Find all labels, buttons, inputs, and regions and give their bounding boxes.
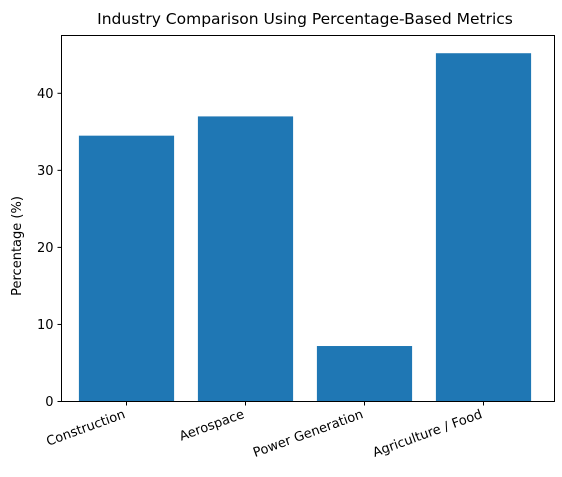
y-axis-label: Percentage (%) bbox=[10, 196, 25, 296]
x-tick-label: Construction bbox=[44, 407, 127, 449]
y-tick-label: 10 bbox=[37, 318, 54, 333]
y-tick-label: 40 bbox=[37, 87, 54, 102]
x-tick-label: Power Generation bbox=[251, 407, 365, 461]
bar bbox=[316, 346, 413, 402]
y-tick-label: 20 bbox=[37, 241, 54, 256]
bar bbox=[78, 135, 175, 402]
plot-area: 0 10 20 30 40 Construction Aerospace Power Gene… bbox=[37, 53, 532, 461]
x-tick-label: Agriculture / Food bbox=[371, 407, 484, 461]
y-tick-label: 0 bbox=[45, 395, 53, 410]
plot-frame bbox=[61, 35, 555, 402]
bar bbox=[435, 53, 532, 402]
x-tick-label: Aerospace bbox=[178, 407, 247, 444]
chart-title: Industry Comparison Using Percentage-Bas… bbox=[97, 10, 513, 28]
bar bbox=[197, 116, 294, 402]
y-tick-label: 30 bbox=[37, 164, 54, 179]
